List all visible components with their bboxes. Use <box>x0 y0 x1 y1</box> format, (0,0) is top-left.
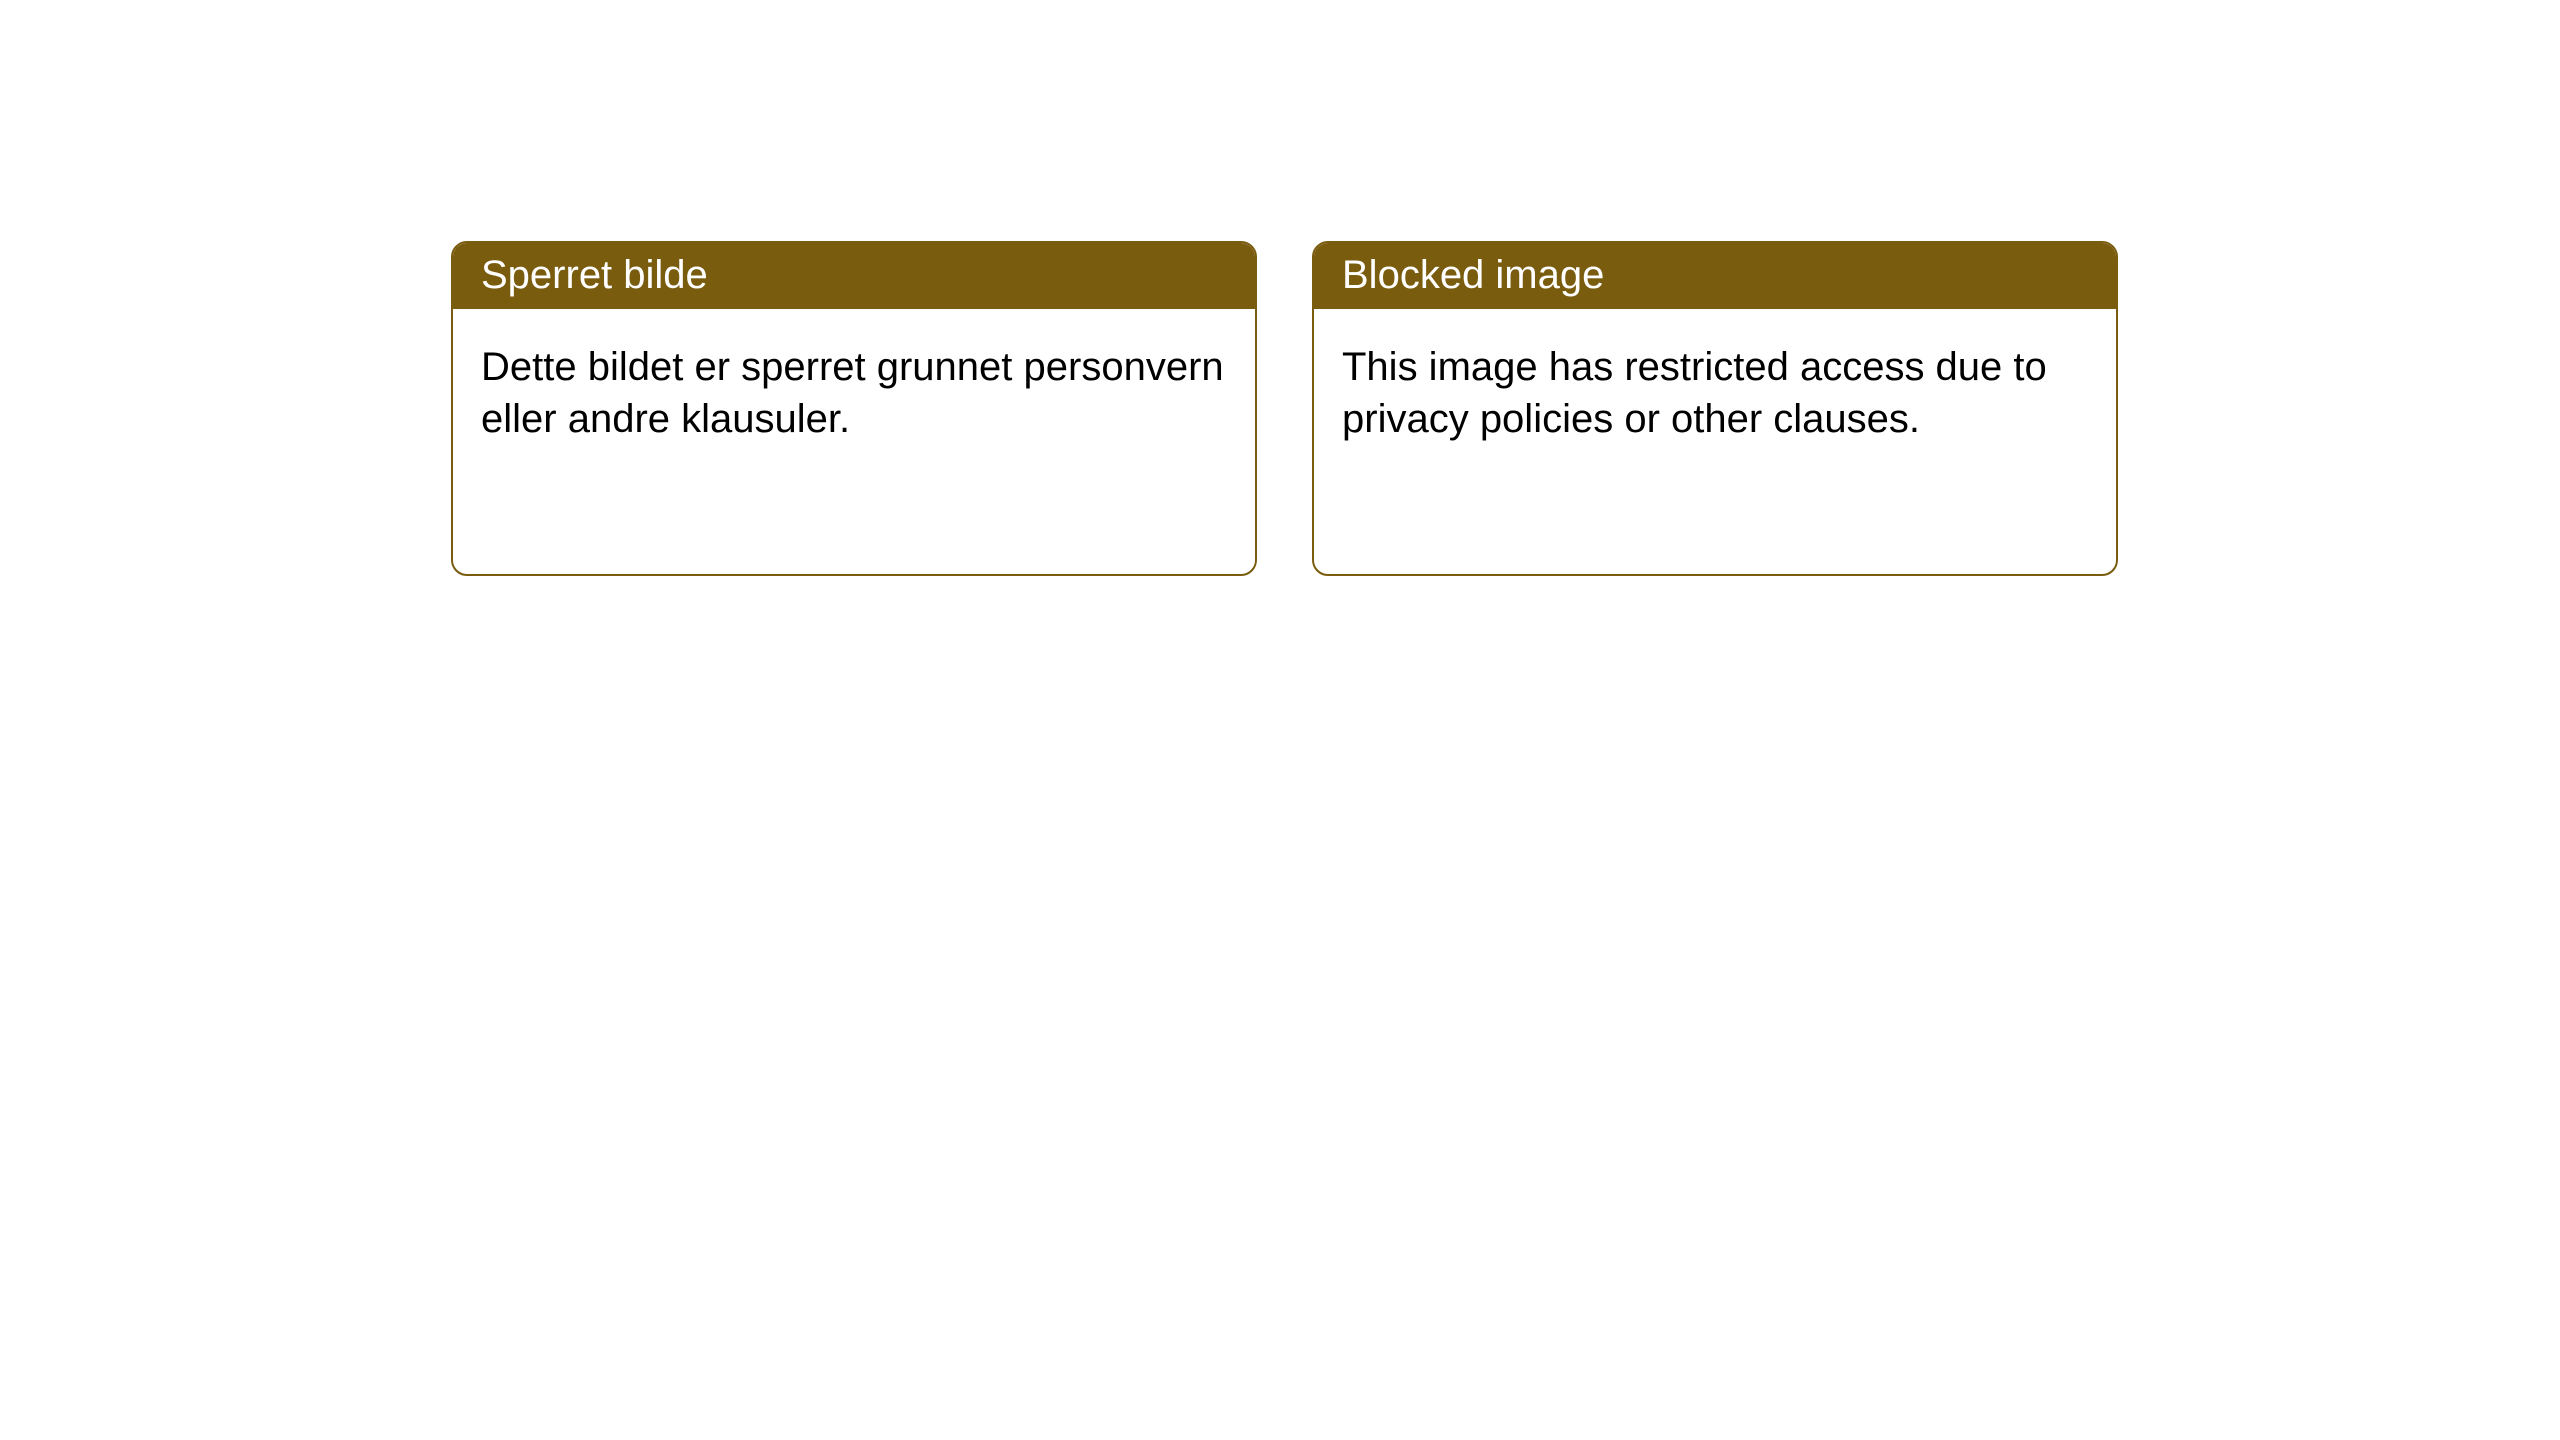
notice-body-text: Dette bildet er sperret grunnet personve… <box>481 345 1224 441</box>
notice-body: Dette bildet er sperret grunnet personve… <box>453 309 1255 477</box>
notice-body: This image has restricted access due to … <box>1314 309 2116 477</box>
notice-body-text: This image has restricted access due to … <box>1342 345 2047 441</box>
notice-title: Sperret bilde <box>481 253 708 297</box>
notice-box-norwegian: Sperret bilde Dette bildet er sperret gr… <box>451 241 1257 576</box>
notice-header: Blocked image <box>1314 243 2116 309</box>
notice-header: Sperret bilde <box>453 243 1255 309</box>
notice-container: Sperret bilde Dette bildet er sperret gr… <box>451 241 2118 576</box>
notice-box-english: Blocked image This image has restricted … <box>1312 241 2118 576</box>
notice-title: Blocked image <box>1342 253 1604 297</box>
